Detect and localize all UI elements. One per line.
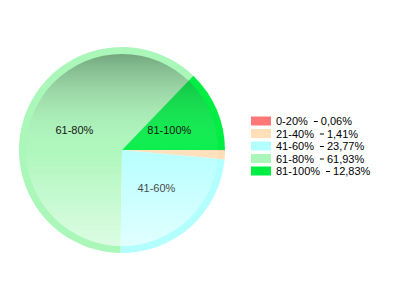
- chart: 41-60%61-80%81-100%0-20%0,06%21-40%1,41%…: [0, 0, 400, 300]
- legend-swatch: [251, 117, 271, 126]
- slice-label: 41-60%: [137, 182, 175, 194]
- legend: 0-20% 0,06% 21-40% 1,41% 41-60% 23,77% 61-80% 6…: [251, 115, 371, 177]
- legend-label: 0-20%: [276, 115, 308, 127]
- pie-slice: [120, 150, 224, 253]
- slices: [19, 47, 225, 253]
- slice-labels: 41-60% 61-80% 81-100%: [55, 124, 191, 195]
- legend-value: 23,77%: [327, 140, 365, 152]
- slice-label: 61-80%: [55, 124, 93, 136]
- legend-swatch: [251, 154, 271, 163]
- slice-label: 81-100%: [147, 124, 191, 136]
- legend-separator: [320, 159, 324, 160]
- legend-separator: [326, 171, 330, 172]
- shading: [26, 54, 218, 246]
- legend-swatch: [251, 129, 271, 138]
- legend-value: 12,83%: [333, 165, 371, 177]
- legend-label: 21-40%: [276, 128, 314, 140]
- legend-separator: [320, 146, 324, 147]
- legend-swatch: [251, 142, 271, 151]
- legend-value: 0,06%: [321, 115, 352, 127]
- legend-separator: [314, 121, 318, 122]
- legend-value: 1,41%: [327, 128, 358, 140]
- legend-label: 81-100%: [276, 165, 320, 177]
- legend-separator: [320, 134, 324, 135]
- pie-slice: [122, 76, 225, 150]
- legend-label: 41-60%: [276, 140, 314, 152]
- legend-value: 61,93%: [327, 153, 365, 165]
- legend-label: 61-80%: [276, 153, 314, 165]
- legend-swatch: [251, 167, 271, 176]
